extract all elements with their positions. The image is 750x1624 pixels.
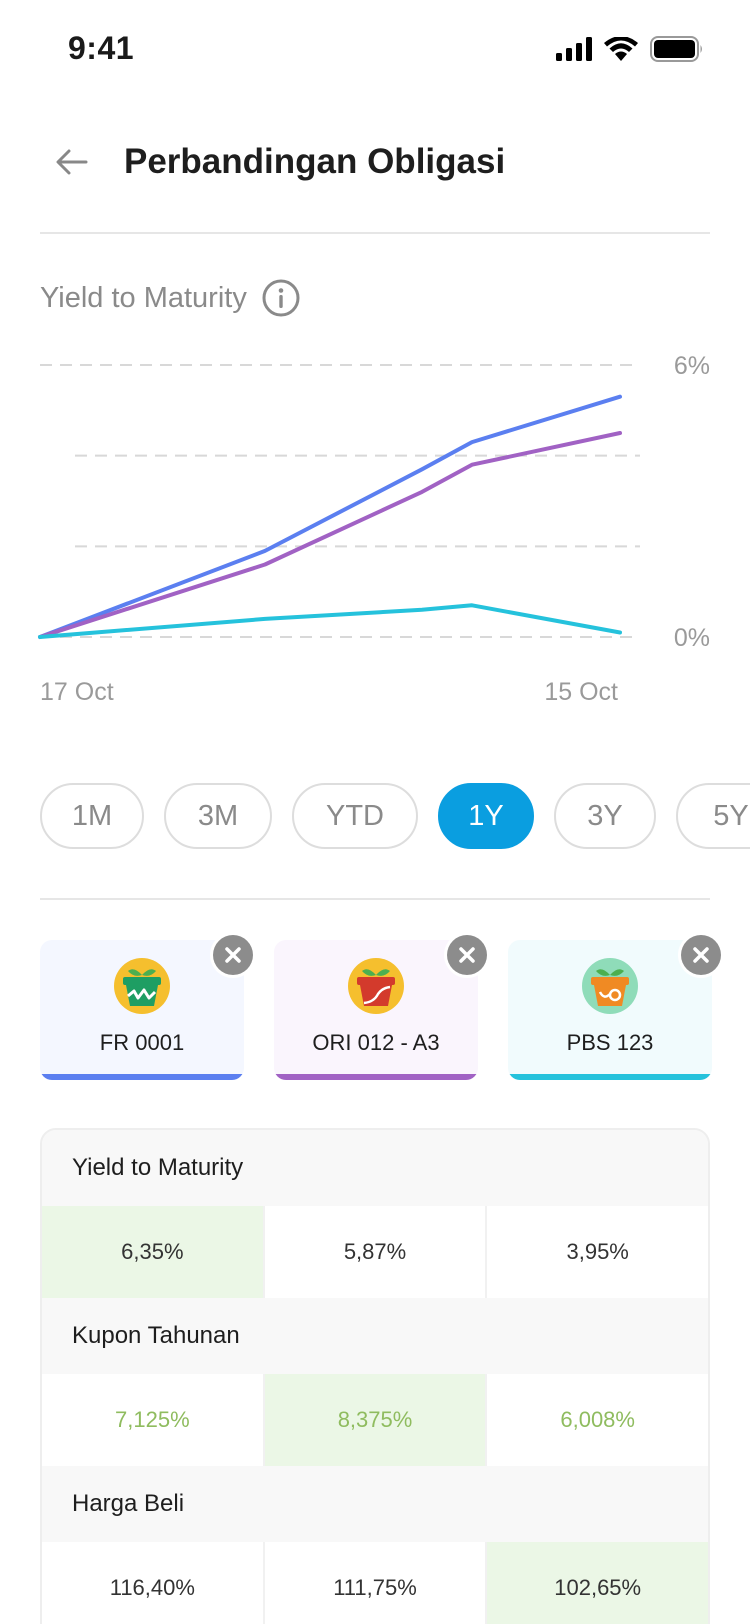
- remove-bond-button[interactable]: [444, 932, 490, 978]
- signal-icon: [556, 37, 592, 61]
- status-icons: [556, 36, 704, 62]
- back-button[interactable]: [50, 140, 94, 184]
- table-section-title: Yield to Maturity: [42, 1130, 708, 1206]
- bond-color-bar: [274, 1074, 478, 1080]
- range-option-1m[interactable]: 1M: [40, 783, 144, 849]
- bond-color-bar: [508, 1074, 712, 1080]
- status-bar: 9:41: [0, 0, 750, 100]
- range-option-3m[interactable]: 3M: [164, 783, 272, 849]
- bond-card-body: PBS 123: [508, 940, 712, 1080]
- table-section-title: Harga Beli: [42, 1466, 708, 1542]
- bond-name: PBS 123: [566, 1030, 654, 1055]
- close-icon: [459, 947, 475, 963]
- table-row: 6,35% 5,87% 3,95%: [42, 1206, 708, 1298]
- x-tick-label: 15 Oct: [544, 678, 618, 706]
- remove-bond-button[interactable]: [678, 932, 724, 978]
- remove-bond-button[interactable]: [210, 932, 256, 978]
- range-selector: 1M 3M YTD 1Y 3Y 5Y: [40, 783, 750, 849]
- bond-name: ORI 012 - A3: [312, 1030, 440, 1055]
- table-cell: 7,125%: [42, 1374, 265, 1466]
- back-arrow-icon: [56, 149, 88, 175]
- bond-card[interactable]: PBS 123: [508, 932, 724, 1080]
- bond-pot-icon: [582, 958, 638, 1014]
- range-row: 1M 3M YTD 1Y 3Y 5Y: [40, 783, 750, 849]
- header-divider: [40, 232, 710, 234]
- bond-cards: FR 0001 ORI 012 - A3 PBS 123: [40, 932, 724, 1080]
- table-cell: 102,65%: [487, 1542, 708, 1624]
- bond-card[interactable]: FR 0001: [40, 932, 256, 1080]
- chart-heading-label: Yield to Maturity: [40, 281, 247, 314]
- remove-bond-circle: [213, 935, 253, 975]
- page-title: Perbandingan Obligasi: [124, 142, 506, 181]
- bond-card-body: ORI 012 - A3: [274, 940, 478, 1080]
- table-cell: 3,95%: [566, 1239, 629, 1264]
- wifi-icon: [604, 37, 638, 61]
- comparison-table: Yield to Maturity 6,35% 5,87% 3,95% Kupon Ta…: [40, 1128, 710, 1624]
- bond-pot-icon: [114, 958, 170, 1014]
- table-row: 116,40% 111,75% 102,65%: [42, 1542, 708, 1624]
- table-cell: 8,375%: [264, 1374, 488, 1466]
- section-divider: [40, 898, 710, 900]
- bond-card-body: FR 0001: [40, 940, 244, 1080]
- status-time: 9:41: [68, 30, 135, 66]
- range-option-ytd[interactable]: YTD: [292, 783, 418, 849]
- close-icon: [693, 947, 709, 963]
- bond-name: FR 0001: [99, 1030, 185, 1055]
- header: Perbandingan Obligasi: [0, 120, 750, 232]
- yield-chart: 6% 0% 17 Oct 15 Oct: [0, 350, 750, 730]
- range-option-1y[interactable]: 1Y: [438, 783, 534, 849]
- table-cell: 116,40%: [42, 1542, 265, 1624]
- remove-bond-circle: [681, 935, 721, 975]
- table-cell: 6,35%: [42, 1206, 265, 1298]
- table-row: 7,125% 8,375% 6,008%: [42, 1374, 708, 1466]
- table-cell: 6,008%: [560, 1407, 635, 1432]
- bond-card[interactable]: ORI 012 - A3: [274, 932, 490, 1080]
- y-tick-label: 0%: [674, 624, 710, 652]
- remove-bond-circle: [447, 935, 487, 975]
- bond-pot-icon: [348, 958, 404, 1014]
- range-option-3y[interactable]: 3Y: [554, 783, 656, 849]
- table-cell: 5,87%: [265, 1206, 488, 1298]
- battery-icon: [650, 36, 702, 62]
- info-icon[interactable]: [261, 278, 301, 318]
- yield-chart-svg: 6% 0% 17 Oct 15 Oct: [38, 352, 710, 706]
- table-section-title: Kupon Tahunan: [42, 1298, 708, 1374]
- chart-heading: Yield to Maturity: [40, 278, 301, 318]
- bond-color-bar: [40, 1074, 244, 1080]
- y-tick-label: 6%: [674, 352, 710, 380]
- series-line-2: [38, 431, 622, 639]
- series-line-1: [38, 394, 622, 639]
- series-line-3: [38, 603, 622, 639]
- x-tick-label: 17 Oct: [40, 678, 114, 706]
- close-icon: [225, 947, 241, 963]
- table-cell: 111,75%: [265, 1542, 488, 1624]
- range-option-5y[interactable]: 5Y: [676, 783, 750, 849]
